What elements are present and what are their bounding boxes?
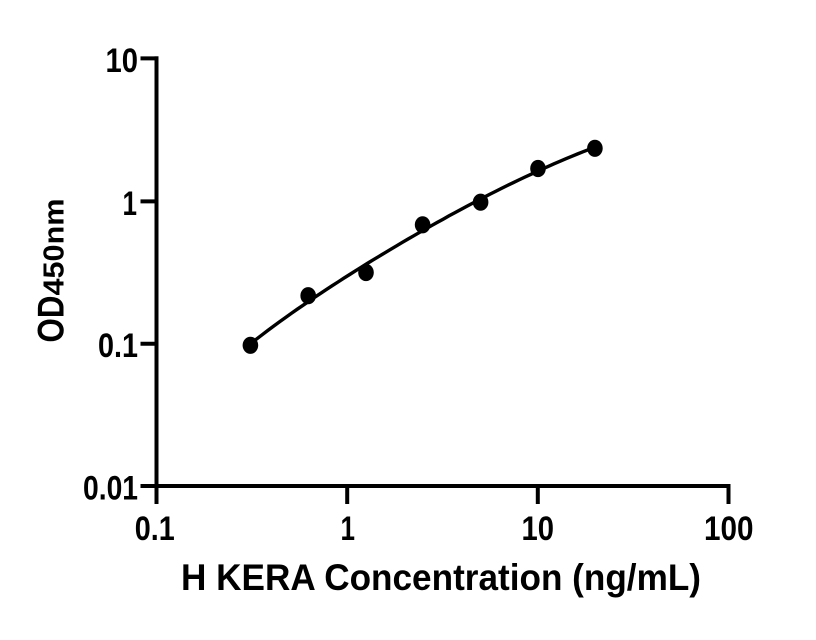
svg-text:10: 10 (522, 510, 555, 548)
svg-text:0.01: 0.01 (83, 469, 138, 507)
svg-text:10: 10 (106, 42, 139, 80)
svg-text:0.1: 0.1 (135, 510, 175, 548)
svg-text:0.1: 0.1 (98, 327, 138, 365)
svg-text:1: 1 (123, 185, 138, 223)
svg-text:OD450nm: OD450nm (31, 199, 72, 343)
svg-text:H KERA Concentration (ng/mL): H KERA Concentration (ng/mL) (181, 556, 701, 598)
svg-text:100: 100 (704, 510, 754, 548)
svg-text:1: 1 (341, 510, 356, 548)
